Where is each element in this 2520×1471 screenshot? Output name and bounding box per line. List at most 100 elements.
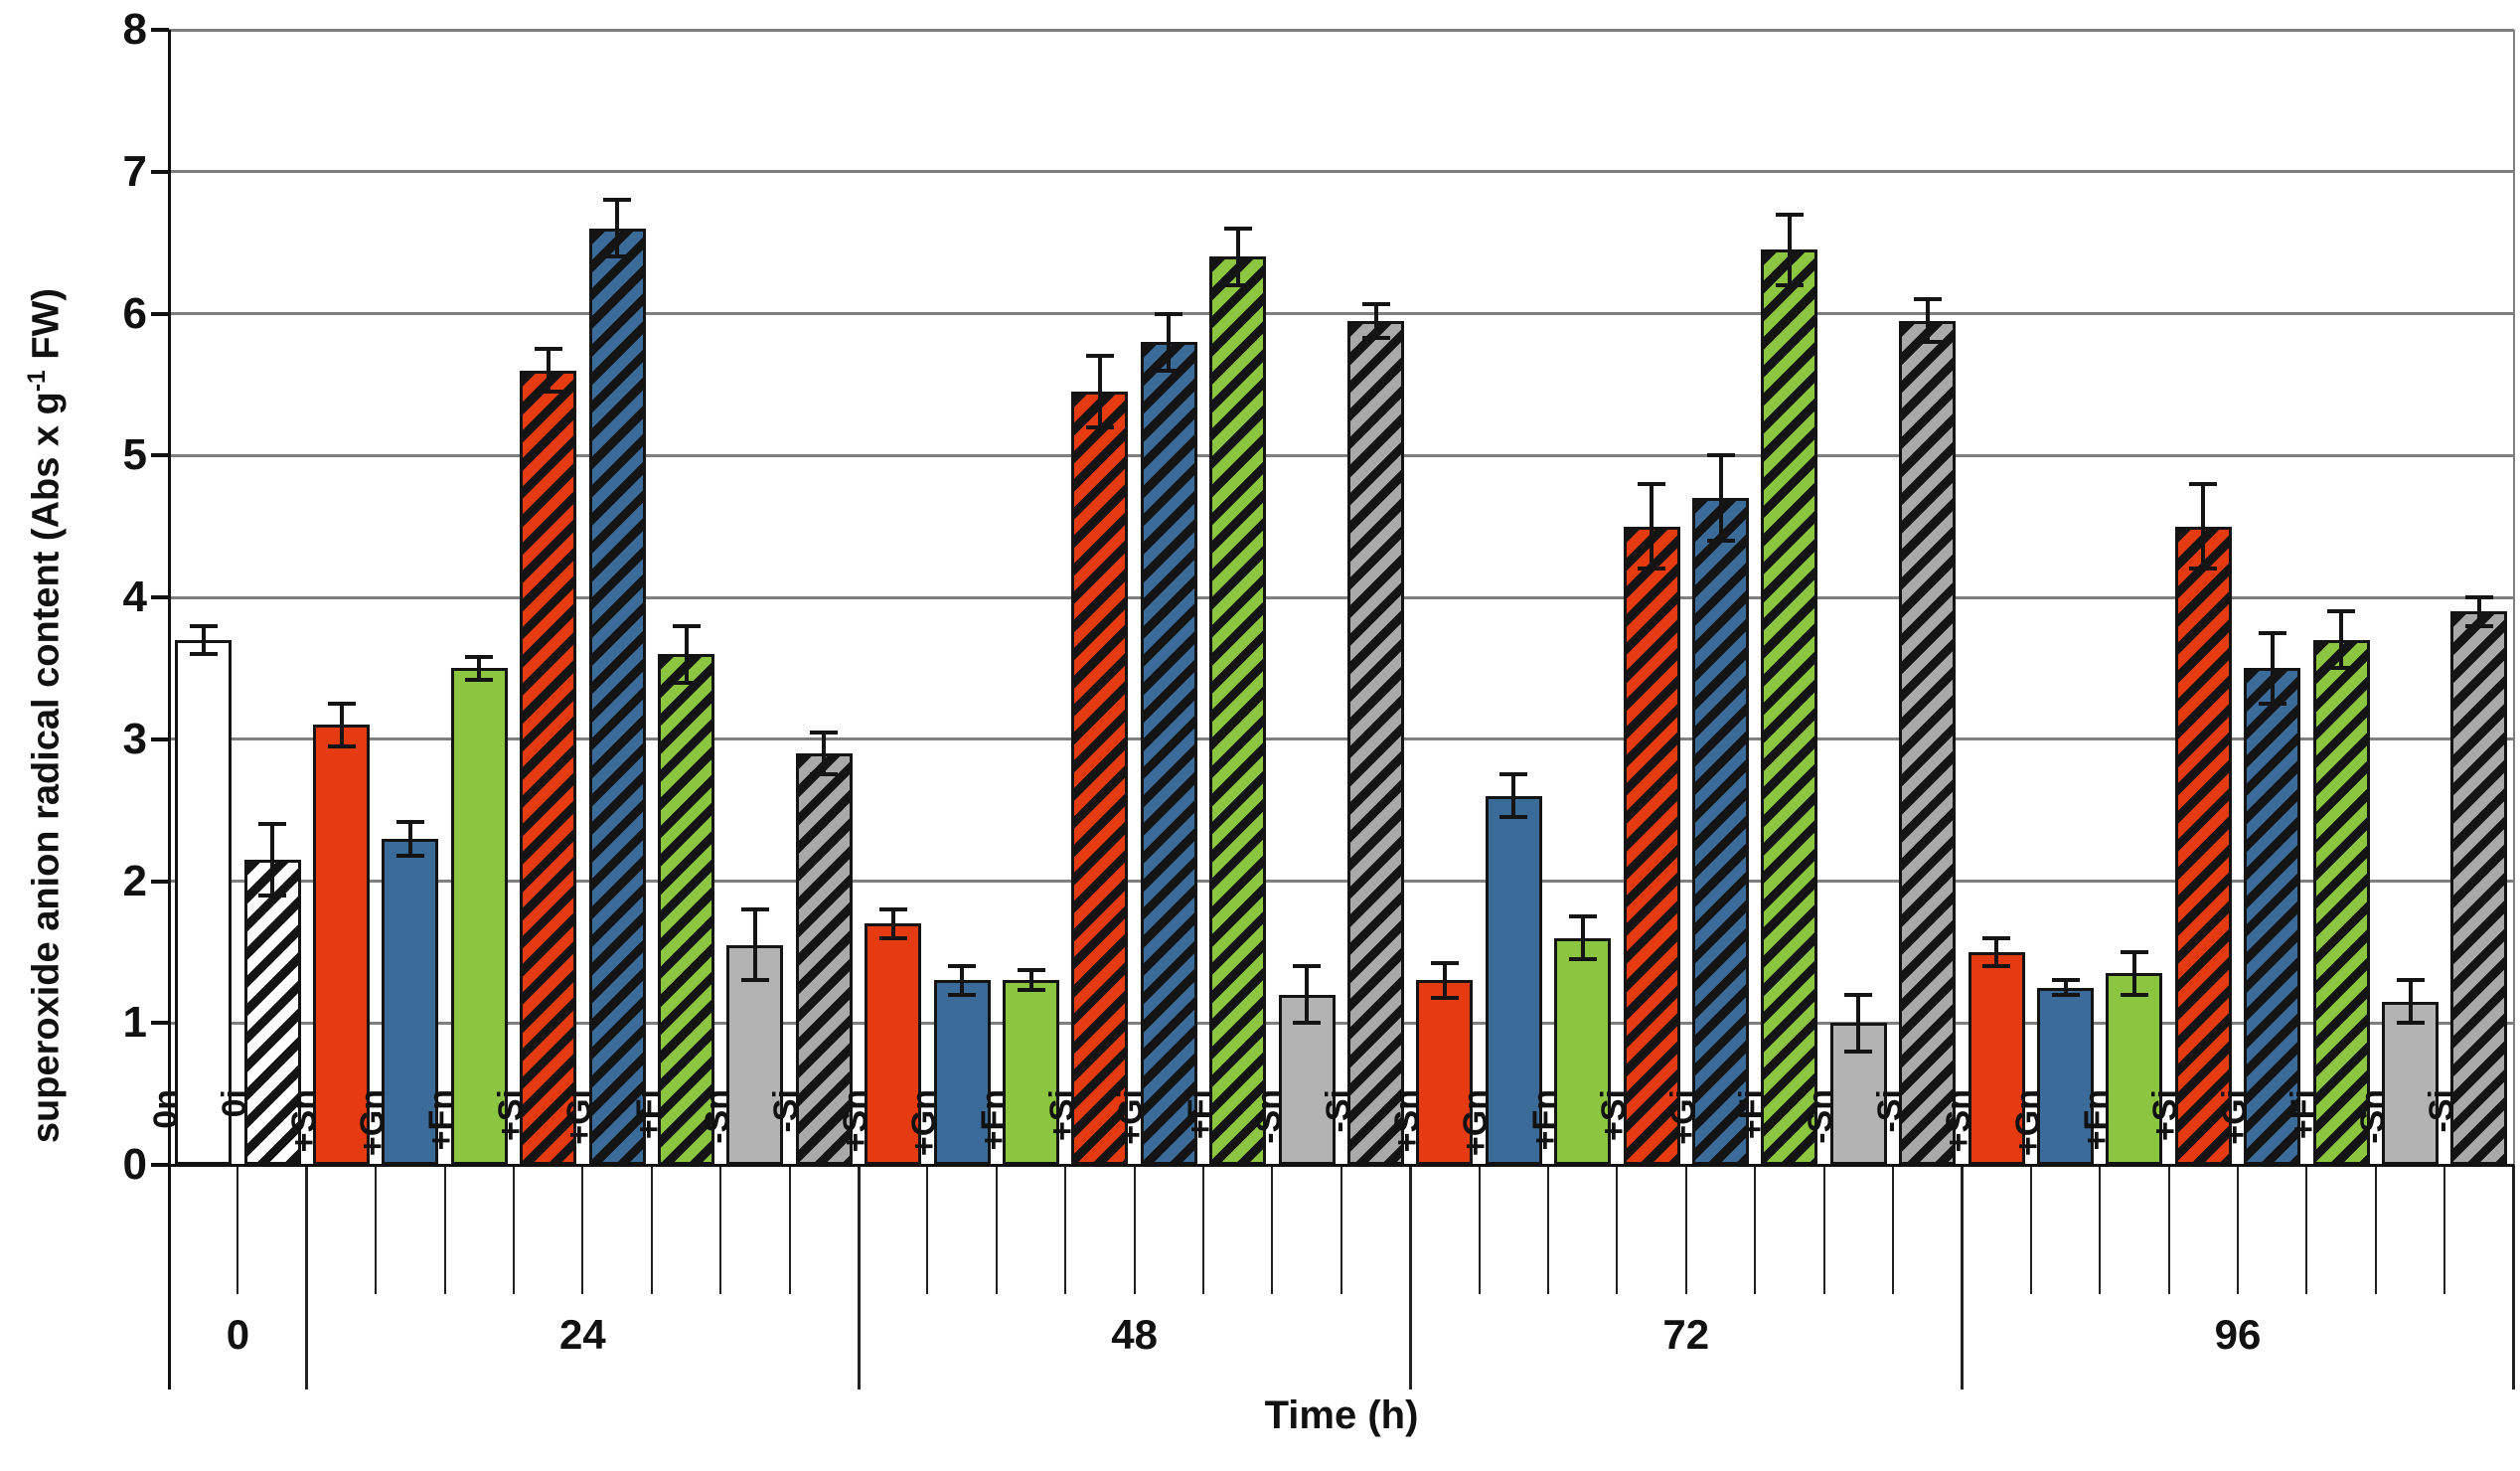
x-tick-label-96h-plusminus-fi: +Fi xyxy=(2284,1089,2323,1140)
bar-24h-plusminus-fn xyxy=(450,668,508,1165)
group-separator xyxy=(857,1165,861,1389)
error-bar-cap-top xyxy=(1982,935,2011,940)
error-bar-cap-top xyxy=(1155,311,1183,316)
label-cell-separator xyxy=(1202,1165,1204,1294)
bar-72h-plusminus-fi xyxy=(1761,249,1818,1165)
error-bar-cap-bottom xyxy=(948,992,977,997)
error-bar-line xyxy=(270,824,275,896)
x-tick-label-24h-minus-si: -Si xyxy=(767,1089,806,1133)
y-axis-line xyxy=(167,30,171,1389)
error-bar-line xyxy=(890,909,895,938)
error-bar-line xyxy=(822,732,827,775)
x-tick-label-0h-0n: 0n xyxy=(146,1089,185,1129)
label-cell-separator xyxy=(719,1165,722,1294)
error-bar-cap-bottom xyxy=(534,390,562,394)
y-tick-label-6: 6 xyxy=(122,288,147,338)
error-bar-cap-top xyxy=(1293,964,1322,969)
label-cell-separator xyxy=(2443,1165,2446,1294)
label-cell-separator xyxy=(2029,1165,2032,1294)
label-cell-separator xyxy=(443,1165,446,1294)
error-bar-cap-top xyxy=(2327,609,2356,614)
bar-96h-plusminus-sn xyxy=(1968,951,2025,1165)
error-bar-cap-top xyxy=(2464,595,2493,599)
bar-48h-minus-si xyxy=(1347,320,1404,1165)
x-tick-label-96h-plusminus-fn: +Fn xyxy=(2077,1089,2116,1151)
bar-96h-plusminus-fi xyxy=(2312,639,2370,1165)
error-bar-line xyxy=(752,909,757,981)
error-bar-cap-top xyxy=(1223,226,1252,231)
error-bar-cap-top xyxy=(740,907,769,912)
label-cell-separator xyxy=(1822,1165,1825,1294)
error-bar-cap-bottom xyxy=(2464,623,2493,628)
bar-96h-plusminus-gn xyxy=(2037,987,2094,1165)
bar-24h-minus-sn xyxy=(726,944,784,1165)
error-bar-cap-top xyxy=(258,822,287,827)
error-bar-cap-bottom xyxy=(1499,815,1528,820)
error-bar-line xyxy=(1580,916,1585,959)
x-tick-label-24h-plusminus-si: +Si xyxy=(491,1089,530,1141)
y-tick-label-0: 0 xyxy=(122,1140,147,1189)
x-tick-label-24h-plusminus-fn: +Fn xyxy=(422,1089,461,1151)
error-bar-cap-top xyxy=(465,654,494,659)
label-cell-separator xyxy=(375,1165,378,1294)
plot-right-border xyxy=(2512,30,2515,1165)
x-axis-title: Time (h) xyxy=(1264,1393,1419,1437)
group-label-24h: 24 xyxy=(559,1311,606,1358)
error-bar-cap-top xyxy=(1638,481,1666,486)
error-bar-cap-bottom xyxy=(2258,702,2286,707)
group-separator xyxy=(305,1165,309,1389)
bar-72h-plusminus-si xyxy=(1623,526,1680,1165)
error-bar-line xyxy=(2408,980,2413,1024)
y-tick-0 xyxy=(151,1163,169,1167)
y-axis-title: superoxide anion radical content (Abs x … xyxy=(12,119,68,1312)
bar-24h-plusminus-sn xyxy=(313,725,370,1165)
error-bar-cap-bottom xyxy=(810,772,839,777)
y-tick-3 xyxy=(151,736,169,741)
error-bar-cap-bottom xyxy=(1085,424,1114,429)
bar-24h-plusminus-si xyxy=(520,370,577,1165)
y-tick-label-3: 3 xyxy=(122,714,147,763)
error-bar-line xyxy=(339,704,344,746)
error-bar-cap-bottom xyxy=(1361,335,1390,340)
group-label-0h: 0 xyxy=(226,1311,250,1358)
y-tick-label-8: 8 xyxy=(122,5,147,54)
error-bar-line xyxy=(615,200,620,257)
gridline-y4 xyxy=(169,595,2514,599)
x-tick-label-48h-plusminus-sn: +Sn xyxy=(836,1089,874,1153)
error-bar-cap-bottom xyxy=(878,935,907,940)
error-bar-cap-top xyxy=(1844,992,1873,997)
bar-48h-plusminus-gi xyxy=(1140,342,1197,1165)
label-cell-separator xyxy=(581,1165,584,1294)
error-bar-cap-top xyxy=(1085,354,1114,359)
error-bar-line xyxy=(1925,299,1930,343)
x-tick-label-72h-minus-sn: -Sn xyxy=(1802,1089,1840,1144)
error-bar-cap-bottom xyxy=(1775,282,1804,287)
bar-24h-plusminus-gi xyxy=(588,228,646,1165)
error-bar-cap-top xyxy=(1361,301,1390,306)
error-bar-cap-top xyxy=(2120,949,2148,954)
error-bar-cap-bottom xyxy=(1223,282,1252,287)
bar-96h-minus-si xyxy=(2450,611,2508,1165)
label-cell-separator xyxy=(788,1165,791,1294)
bar-72h-plusminus-fn xyxy=(1554,937,1612,1165)
y-tick-label-2: 2 xyxy=(122,856,147,905)
label-cell-separator xyxy=(1478,1165,1481,1294)
error-bar-line xyxy=(2131,951,2136,995)
x-tick-label-48h-plusminus-fn: +Fn xyxy=(974,1089,1013,1151)
label-cell-separator xyxy=(1616,1165,1619,1294)
x-axis-line xyxy=(169,1163,2514,1167)
error-bar-cap-top xyxy=(534,347,562,352)
x-tick-label-96h-plusminus-gn: +Gn xyxy=(2008,1089,2047,1157)
error-bar-line xyxy=(1994,937,1999,967)
label-cell-separator xyxy=(995,1165,998,1294)
error-bar-cap-top xyxy=(810,730,839,735)
x-tick-label-72h-plusminus-sn: +Sn xyxy=(1387,1089,1426,1153)
error-bar-cap-top xyxy=(1568,914,1597,919)
error-bar-cap-bottom xyxy=(327,743,356,748)
group-separator xyxy=(2512,1165,2516,1389)
error-bar-cap-bottom xyxy=(2396,1021,2425,1026)
label-cell-separator xyxy=(1133,1165,1136,1294)
error-bar-cap-bottom xyxy=(1568,957,1597,961)
bar-48h-plusminus-gn xyxy=(933,980,991,1165)
